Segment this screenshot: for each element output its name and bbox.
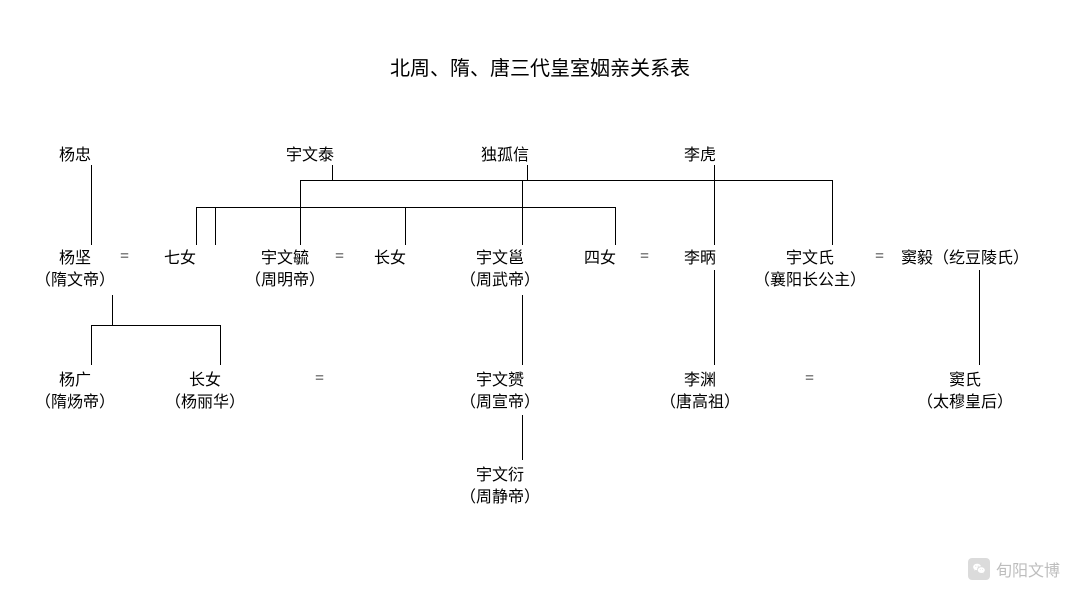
- node-lihu: 李虎: [630, 145, 770, 167]
- vline-9: [405, 207, 406, 245]
- node-yuwentai: 宇文泰: [240, 145, 380, 167]
- vline-0: [91, 165, 92, 245]
- watermark-text: 旬阳文博: [996, 557, 1060, 581]
- node-yangzhong: 杨忠: [5, 145, 145, 167]
- node-zhangnu2: 长女（杨丽华）: [135, 370, 275, 415]
- node-sub: （襄阳长公主）: [740, 270, 880, 292]
- vline-5: [300, 180, 301, 245]
- node-sub: （唐高祖）: [630, 392, 770, 414]
- vline-16: [979, 270, 980, 365]
- node-name: 宇文氏: [740, 248, 880, 270]
- node-sub: （杨丽华）: [135, 392, 275, 414]
- vline-4: [215, 207, 216, 245]
- node-yangguang: 杨广（隋炀帝）: [5, 370, 145, 415]
- node-name: 宇文泰: [240, 145, 380, 167]
- vline-7: [832, 180, 833, 245]
- vline-10: [615, 207, 616, 245]
- node-name: 窦氏: [895, 370, 1035, 392]
- marriage-equals-5: =: [805, 370, 814, 388]
- marriage-equals-2: =: [640, 248, 649, 266]
- node-sub: （周静帝）: [430, 487, 570, 509]
- node-name: 李渊: [630, 370, 770, 392]
- marriage-equals-3: =: [875, 248, 884, 266]
- node-sub: （周明帝）: [215, 270, 355, 292]
- node-sub: （周武帝）: [430, 270, 570, 292]
- node-liyuan: 李渊（唐高祖）: [630, 370, 770, 415]
- vline-13: [220, 325, 221, 365]
- marriage-equals-1: =: [335, 248, 344, 266]
- node-sub: （隋炀帝）: [5, 392, 145, 414]
- node-doushi: 窦氏（太穆皇后）: [895, 370, 1035, 415]
- wechat-icon: [968, 558, 990, 580]
- vline-8: [196, 207, 197, 245]
- node-sub: （周宣帝）: [430, 392, 570, 414]
- node-name: 独孤信: [435, 145, 575, 167]
- node-name: 宇文衍: [430, 465, 570, 487]
- node-sub: （隋文帝）: [5, 270, 145, 292]
- marriage-equals-4: =: [315, 370, 324, 388]
- node-douyi: 窦毅（纥豆陵氏）: [895, 248, 1035, 270]
- node-name: 杨忠: [5, 145, 145, 167]
- vline-2: [527, 165, 528, 180]
- vline-1: [332, 165, 333, 180]
- vline-15: [714, 270, 715, 365]
- vline-6: [522, 180, 523, 245]
- node-name: 杨广: [5, 370, 145, 392]
- hline-0: [300, 180, 832, 181]
- hline-2: [91, 325, 220, 326]
- vline-3: [714, 165, 715, 245]
- node-name: 宇文赟: [430, 370, 570, 392]
- watermark: 旬阳文博: [968, 557, 1060, 581]
- node-yuwenyun: 宇文赟（周宣帝）: [430, 370, 570, 415]
- node-name: 李虎: [630, 145, 770, 167]
- vline-11: [112, 295, 113, 325]
- node-yuwenshi: 宇文氏（襄阳长公主）: [740, 248, 880, 293]
- vline-17: [522, 415, 523, 460]
- node-duguxin: 独孤信: [435, 145, 575, 167]
- node-sub: （太穆皇后）: [895, 392, 1035, 414]
- vline-14: [522, 295, 523, 365]
- marriage-equals-0: =: [120, 248, 129, 266]
- diagram-title: 北周、隋、唐三代皇室姻亲关系表: [0, 52, 1080, 81]
- node-yuwenchan: 宇文衍（周静帝）: [430, 465, 570, 510]
- node-name: 窦毅（纥豆陵氏）: [895, 248, 1035, 270]
- vline-12: [91, 325, 92, 365]
- node-name: 长女: [135, 370, 275, 392]
